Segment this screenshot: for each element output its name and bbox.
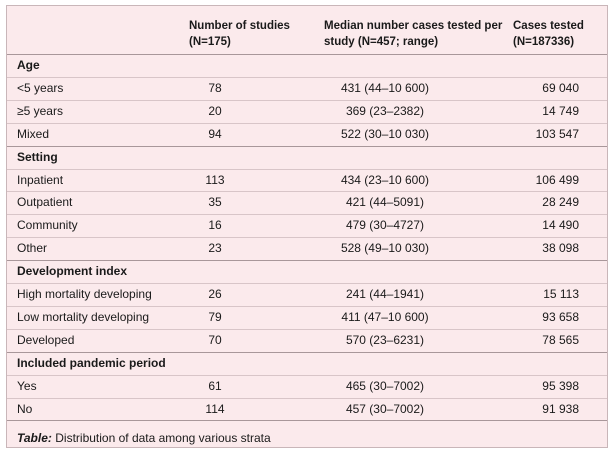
row-divider — [7, 145, 607, 147]
table-caption: Table: Distribution of data among variou… — [17, 430, 271, 446]
section-title: Setting — [17, 149, 58, 164]
median-cases-value: 241 (44–1941) — [345, 287, 425, 301]
row-label: High mortality developing — [17, 287, 152, 301]
table-row: Low mortality developing 79 411 (47–10 600… — [7, 306, 607, 328]
caption-text: Distribution of data among various strat… — [51, 431, 271, 445]
table-row: Developed 70 570 (23–6231) 78 565 — [7, 329, 607, 351]
section-header: Development index — [7, 260, 607, 282]
cases-tested-value: 14 749 — [542, 103, 579, 118]
median-cases-value: 570 (23–6231) — [345, 332, 425, 347]
row-label: Developed — [17, 332, 75, 347]
number-of-studies-value: 79 — [208, 309, 222, 324]
row-divider — [7, 54, 607, 55]
row-divider — [7, 351, 607, 353]
number-of-studies-value: 114 — [205, 401, 225, 416]
row-label: Outpatient — [17, 195, 73, 210]
header-number-of-studies: Number of studies (N=175) — [189, 20, 290, 48]
table-row: ≥5 years 20 369 (23–2382) 14 749 — [7, 100, 607, 122]
row-divider — [7, 397, 607, 399]
row-divider — [7, 328, 607, 330]
median-cases-value: 434 (23–10 600) — [340, 172, 430, 187]
cases-tested-value: 15 113 — [543, 287, 579, 301]
row-divider — [7, 237, 607, 239]
median-cases-value: 421 (44–5091) — [345, 195, 425, 210]
number-of-studies-value: 23 — [208, 241, 222, 256]
table-header: Number of studies (N=175) Median number … — [7, 6, 607, 54]
table-row: Mixed 94 522 (30–10 030) 103 547 — [7, 123, 607, 145]
number-of-studies-value: 16 — [208, 218, 222, 233]
number-of-studies-value: 70 — [208, 332, 222, 347]
row-label: Low mortality developing — [17, 309, 150, 324]
section-title: Included pandemic period — [17, 355, 166, 370]
table-row: Community 16 479 (30–4727) 14 490 — [7, 214, 607, 236]
cases-tested-value: 28 249 — [542, 195, 579, 210]
row-label: No — [17, 401, 33, 416]
median-cases-value: 457 (30–7002) — [345, 401, 425, 416]
median-cases-value: 411 (47–10 600) — [341, 309, 429, 324]
table-row: Yes 61 465 (30–7002) 95 398 — [7, 375, 607, 397]
table-row: Other 23 528 (49–10 030) 38 098 — [7, 237, 607, 259]
median-cases-value: 479 (30–4727) — [345, 218, 425, 233]
number-of-studies-value: 35 — [208, 195, 222, 210]
number-of-studies-value: 26 — [208, 287, 222, 301]
table-row: <5 years 78 431 (44–10 600) 69 040 — [7, 77, 607, 99]
row-divider — [7, 191, 607, 193]
cases-tested-value: 69 040 — [542, 80, 579, 95]
number-of-studies-value: 94 — [208, 126, 222, 141]
number-of-studies-value: 61 — [208, 378, 222, 393]
number-of-studies-value: 20 — [208, 103, 222, 118]
table-row: No 114 457 (30–7002) 91 938 — [7, 398, 607, 420]
cases-tested-value: 38 098 — [542, 241, 579, 256]
header-median-cases: Median number cases tested per study (N=… — [324, 20, 503, 48]
row-label: Mixed — [17, 126, 50, 141]
row-divider — [7, 76, 607, 78]
section-title: Development index — [17, 264, 128, 279]
cases-tested-value: 106 499 — [535, 172, 579, 187]
row-divider — [7, 99, 607, 101]
median-cases-value: 369 (23–2382) — [345, 103, 425, 118]
row-label: ≥5 years — [17, 103, 63, 118]
section-header: Age — [7, 54, 607, 76]
row-divider — [7, 420, 607, 422]
cases-tested-value: 78 565 — [542, 332, 579, 347]
table-row: High mortality developing 26 241 (44–1941)… — [7, 283, 607, 305]
row-label: Other — [17, 241, 48, 256]
table-row: Outpatient 35 421 (44–5091) 28 249 — [7, 191, 607, 213]
row-divider — [7, 122, 607, 124]
median-cases-value: 465 (30–7002) — [345, 378, 425, 393]
row-divider — [7, 168, 607, 170]
cases-tested-value: 95 398 — [542, 378, 579, 393]
table-row: Inpatient 113 434 (23–10 600) 106 499 — [7, 169, 607, 191]
section-title: Age — [17, 58, 40, 72]
row-label: <5 years — [17, 80, 64, 95]
section-header: Included pandemic period — [7, 352, 607, 374]
cases-tested-value: 93 658 — [542, 309, 579, 324]
table-panel: Number of studies (N=175) Median number … — [6, 5, 608, 448]
median-cases-value: 431 (44–10 600) — [340, 80, 430, 95]
median-cases-value: 528 (49–10 030) — [340, 241, 430, 256]
cases-tested-value: 103 547 — [535, 126, 579, 141]
number-of-studies-value: 113 — [205, 172, 225, 187]
number-of-studies-value: 78 — [208, 80, 222, 95]
row-divider — [7, 214, 607, 216]
header-cases-tested: Cases tested (N=187336) — [513, 20, 584, 48]
cases-tested-value: 91 938 — [542, 401, 579, 416]
row-divider — [7, 374, 607, 376]
row-label: Inpatient — [17, 172, 64, 187]
row-label: Yes — [17, 378, 37, 393]
median-cases-value: 522 (30–10 030) — [340, 126, 430, 141]
caption-label: Table: — [17, 431, 52, 445]
row-label: Community — [17, 218, 78, 233]
row-divider — [7, 305, 607, 307]
row-divider — [7, 283, 607, 284]
row-divider — [7, 260, 607, 262]
cases-tested-value: 14 490 — [542, 218, 579, 233]
section-header: Setting — [7, 146, 607, 168]
